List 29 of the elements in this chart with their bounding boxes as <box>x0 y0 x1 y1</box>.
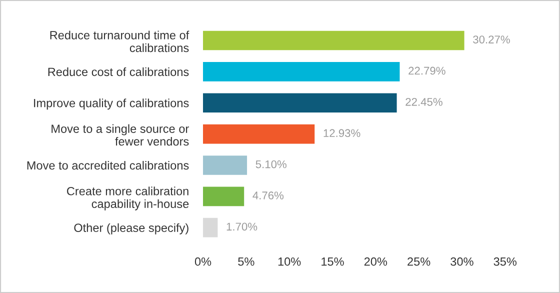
data-label: 22.79% <box>408 66 446 75</box>
x-tick-label: 20% <box>364 257 388 266</box>
x-tick-label: 15% <box>322 257 344 266</box>
bar <box>203 62 400 82</box>
data-label: 12.93% <box>324 129 360 138</box>
x-tick-label: 10% <box>278 257 301 266</box>
y-tick-label: Move to a single source or fewer vendors <box>52 124 189 146</box>
bar <box>203 186 244 206</box>
y-tick-label: Reduce cost of calibrations <box>48 67 189 76</box>
y-tick-label: Other (please specify) <box>74 223 188 234</box>
bar <box>203 156 248 175</box>
data-label: 5.10% <box>256 160 286 168</box>
bar <box>203 124 315 144</box>
y-tick-label: Create more calibration capability in-house <box>67 186 189 210</box>
x-tick-label: 5% <box>238 257 254 266</box>
x-tick-label: 25% <box>408 257 430 266</box>
y-tick-label: Reduce turnaround time of calibrations <box>50 30 190 52</box>
bar <box>203 30 464 50</box>
x-tick-label: 0% <box>194 257 212 266</box>
data-label: 1.70% <box>226 222 258 231</box>
y-tick-label: Move to accredited calibrations <box>27 160 189 170</box>
data-label: 22.45% <box>406 98 442 106</box>
x-tick-label: 35% <box>494 257 517 266</box>
x-tick-label: 30% <box>450 257 474 266</box>
data-label: 30.27% <box>473 36 510 44</box>
y-tick-label: Improve quality of calibrations <box>34 98 189 110</box>
bar <box>203 93 397 113</box>
data-label: 4.76% <box>252 192 284 200</box>
bar <box>203 218 218 238</box>
